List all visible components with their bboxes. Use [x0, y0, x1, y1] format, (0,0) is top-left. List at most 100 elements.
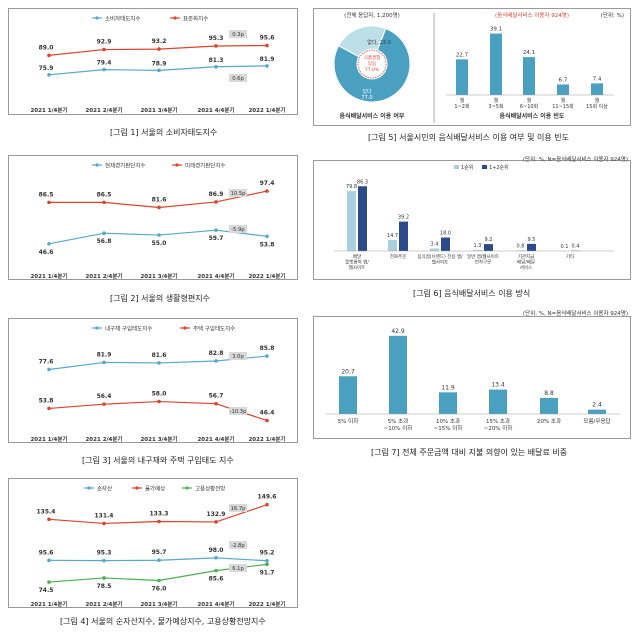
data-point [265, 354, 269, 358]
x-tick-label: 15% 초과 [486, 417, 510, 425]
data-label: 86.5 [97, 191, 112, 198]
data-point [47, 367, 51, 372]
x-tick-label: 배달/배달 [517, 259, 535, 266]
data-point [214, 568, 218, 573]
bar-value-label: 0.8 [517, 243, 525, 249]
data-point [47, 580, 51, 584]
data-label: 81.6 [152, 196, 167, 203]
x-tick-label: 2021 1/4분기 [30, 600, 67, 608]
bar-value-label: 42.9 [391, 328, 405, 335]
x-tick-label: 음식점(브랜드) 전용 앱/ [417, 253, 463, 260]
x-tick-label: 2022 1/4분기 [248, 106, 285, 114]
data-point [157, 399, 161, 404]
x-tick-label: 전자구문 [475, 259, 492, 266]
x-tick-label: 5% 초과 [388, 417, 409, 425]
data-label: 81.3 [209, 57, 224, 64]
pie-note: (전체 응답자, 1,200명) [344, 11, 400, 19]
x-tick-label: 2022 1/4분기 [248, 272, 285, 280]
bar-value-label: 2.4 [592, 402, 602, 409]
bar-value-label: 39.2 [398, 215, 409, 221]
data-label: 55.0 [152, 240, 167, 247]
bar [399, 221, 408, 251]
x-tick-label: 2021 1/4분기 [30, 272, 67, 280]
bar-value-label: 0.4 [572, 244, 580, 250]
data-point [102, 402, 106, 406]
change-badge [229, 189, 247, 197]
pie-axis-label: 음식배달서비스 이용 여부 [340, 112, 405, 120]
x-tick-label: 일반 앱/웹사이트 [467, 253, 499, 260]
data-point [47, 517, 51, 522]
data-label: 95.6 [260, 35, 275, 42]
data-label: 75.9 [39, 65, 54, 72]
bar-value-label: 79.8 [346, 184, 357, 190]
bar [388, 239, 397, 251]
data-label: 58.0 [152, 391, 167, 398]
x-tick-label: 2021 1/4분기 [30, 106, 67, 114]
data-point [102, 67, 106, 72]
data-label: 77.6 [39, 358, 54, 365]
legend-label: 주택 구입태도지수 [193, 325, 235, 333]
x-tick-label: 기타 [566, 253, 575, 260]
chart-panel-living-condition: 현재경기판단지수 미래경기판단지수 46.6 56.8 55.0 59.7 53.8 86.5… [8, 155, 298, 280]
data-point [47, 200, 51, 205]
data-point [102, 521, 106, 526]
chart-durable-housing: 내구재 구입태도지수 주택 구입태도지수 77.6 81.9 81.6 82.8 85.8 5… [30, 325, 285, 444]
legend-label: 미래경기판단지수 [185, 162, 225, 170]
data-label: 92.9 [97, 39, 112, 46]
change-badge [229, 352, 247, 360]
legend-label: 내구재 구입태도지수 [105, 325, 152, 333]
bar [358, 186, 367, 251]
data-point [102, 558, 106, 563]
x-tick-label: 플랫폼의 앱/ [345, 259, 369, 266]
bar [430, 248, 439, 251]
legend-label: 현재경기판단지수 [105, 162, 145, 170]
caption-figure-4: [그림 4] 서울의 순자산지수, 물가예상지수, 고용상황전망지수 [60, 617, 266, 626]
data-point [214, 200, 218, 204]
bar [527, 243, 536, 251]
chart-panel-delivery-usage: (단위: %) (전체 응답자, 1,200명) 식품경험 있음 77.0% 없다, 23… [313, 8, 631, 126]
data-point [265, 189, 269, 193]
change-badge-label: 6.1p [232, 566, 244, 572]
caption-figure-7: [그림 7] 전체 주문금액 대비 지불 의향이 있는 배달료 비중 [371, 448, 568, 457]
data-label: 74.5 [39, 587, 54, 594]
data-label: 53.8 [260, 241, 275, 248]
x-tick-label: 웹사이트 [432, 259, 449, 266]
x-tick-label: 2021 2/4분기 [85, 106, 122, 114]
bar [339, 376, 357, 414]
caption-figure-6: [그림 6] 음식배달서비스 이용 방식 [413, 289, 531, 298]
bar [473, 250, 482, 251]
change-badge-label: -2.8p [231, 543, 245, 549]
data-label: 97.4 [260, 180, 275, 187]
data-point [265, 234, 269, 239]
data-point [102, 360, 106, 365]
data-label: 81.9 [260, 56, 275, 63]
x-tick-label: 월 [460, 97, 465, 104]
data-point [102, 231, 106, 235]
data-point [265, 502, 269, 507]
bar [540, 397, 558, 414]
data-point [214, 44, 218, 48]
change-badge [229, 407, 247, 415]
data-label: 59.7 [209, 235, 224, 242]
chart-panel-consumer-attitude: 소비자태도지수 표준화지수 75.9 79.4 78.9 81.3 81.9 89.0 92.9… [8, 8, 298, 115]
legend-marker [135, 486, 139, 490]
bar-value-label: 24.1 [523, 50, 535, 56]
change-badge-label: 0.3p [232, 32, 244, 38]
x-tick-label: 2021 2/4분기 [85, 600, 122, 608]
change-badge [229, 30, 247, 38]
data-label: 98.0 [209, 547, 224, 554]
data-label: 79.4 [97, 60, 112, 67]
data-label: 132.9 [207, 511, 226, 518]
x-tick-label: 전화주문 [390, 253, 407, 260]
change-badge-label: -10.3p [230, 409, 247, 415]
data-label: 81.6 [152, 352, 167, 359]
x-tick-label: 모름/무응답 [583, 418, 610, 425]
change-badge [229, 74, 247, 82]
bar [389, 335, 407, 414]
x-tick-label: 2021 2/4분기 [85, 272, 122, 280]
caption-figure-5: [그림 5] 서울시민의 음식배달서비스 이용 여부 및 이용 빈도 [368, 133, 569, 142]
bar-value-label: 18.0 [440, 231, 451, 237]
x-tick-label: 월 [527, 97, 532, 104]
bar-value-label: 6.7 [559, 77, 568, 83]
